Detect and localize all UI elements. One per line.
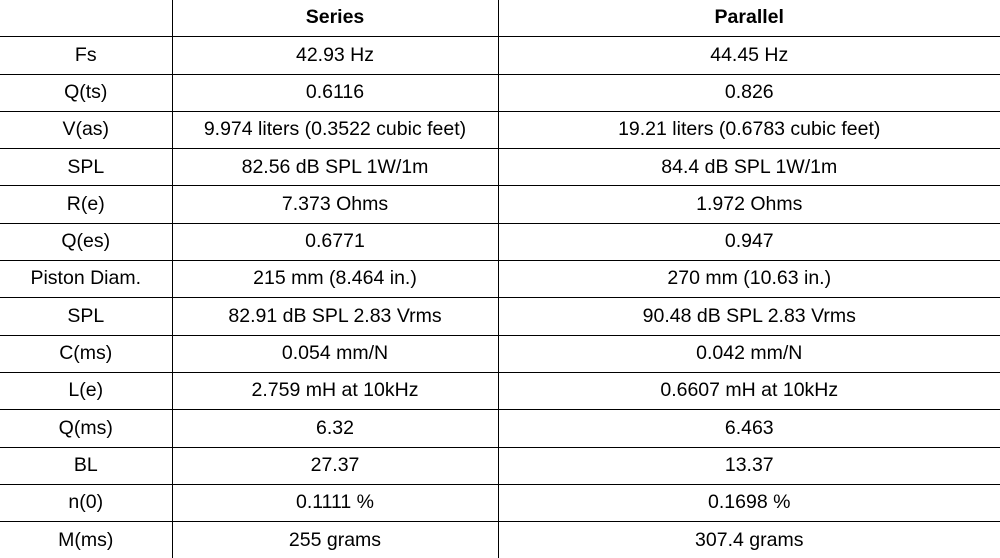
table-row: R(e) 7.373 Ohms 1.972 Ohms <box>0 185 1000 224</box>
parameter-cell: BL <box>0 446 173 485</box>
table-row: SPL 82.91 dB SPL 2.83 Vrms 90.48 dB SPL 2.… <box>0 297 1000 336</box>
parameter-cell: M(ms) <box>0 521 173 558</box>
parallel-value-cell: 90.48 dB SPL 2.83 Vrms <box>497 297 1000 336</box>
table-row: V(as) 9.974 liters (0.3522 cubic feet) 19.… <box>0 110 1000 150</box>
header-cell-series: Series <box>171 0 499 38</box>
parallel-value-cell: 19.21 liters (0.6783 cubic feet) <box>497 110 1000 150</box>
parallel-value-cell: 13.37 <box>497 446 1000 485</box>
parallel-value-cell: 44.45 Hz <box>497 36 1000 75</box>
parallel-value-cell: 0.042 mm/N <box>497 334 1000 373</box>
table-row: Q(es) 0.6771 0.947 <box>0 222 1000 262</box>
parameter-cell: V(as) <box>0 110 173 150</box>
table-row: Fs 42.93 Hz 44.45 Hz <box>0 36 1000 75</box>
series-value-cell: 27.37 <box>171 446 499 485</box>
parameter-cell: L(e) <box>0 371 173 411</box>
series-value-cell: 2.759 mH at 10kHz <box>171 371 499 411</box>
table-row: Q(ts) 0.6116 0.826 <box>0 73 1000 112</box>
table-row: n(0) 0.1111 % 0.1698 % <box>0 483 1000 523</box>
series-value-cell: 0.054 mm/N <box>171 334 499 373</box>
series-value-cell: 42.93 Hz <box>171 36 499 75</box>
series-value-cell: 0.6771 <box>171 222 499 262</box>
table-row: Q(ms) 6.32 6.463 <box>0 409 1000 448</box>
parameter-cell: Q(ms) <box>0 409 173 448</box>
table-row: BL 27.37 13.37 <box>0 446 1000 485</box>
parallel-value-cell: 0.6607 mH at 10kHz <box>497 371 1000 411</box>
parallel-value-cell: 0.947 <box>497 222 1000 262</box>
header-cell-parallel: Parallel <box>497 0 1000 38</box>
parameter-cell: R(e) <box>0 185 173 224</box>
series-value-cell: 82.56 dB SPL 1W/1m <box>171 148 499 187</box>
parameter-cell: n(0) <box>0 483 173 523</box>
parallel-value-cell: 307.4 grams <box>497 521 1000 558</box>
table-body: Fs 42.93 Hz 44.45 Hz Q(ts) 0.6116 0.826 V(as) 9… <box>0 36 1000 558</box>
table-row: C(ms) 0.054 mm/N 0.042 mm/N <box>0 334 1000 373</box>
table-row: SPL 82.56 dB SPL 1W/1m 84.4 dB SPL 1W/1m <box>0 148 1000 187</box>
parameter-cell: Piston Diam. <box>0 260 173 299</box>
parallel-value-cell: 0.1698 % <box>497 483 1000 523</box>
series-value-cell: 0.1111 % <box>171 483 499 523</box>
series-value-cell: 215 mm (8.464 in.) <box>171 260 499 299</box>
series-value-cell: 0.6116 <box>171 73 499 112</box>
parallel-value-cell: 270 mm (10.63 in.) <box>497 260 1000 299</box>
parameter-cell: Fs <box>0 36 173 75</box>
series-value-cell: 255 grams <box>171 521 499 558</box>
table-row: M(ms) 255 grams 307.4 grams <box>0 521 1000 558</box>
parameter-cell: C(ms) <box>0 334 173 373</box>
parameter-cell: Q(es) <box>0 222 173 262</box>
series-value-cell: 7.373 Ohms <box>171 185 499 224</box>
series-value-cell: 82.91 dB SPL 2.83 Vrms <box>171 297 499 336</box>
parallel-value-cell: 0.826 <box>497 73 1000 112</box>
parallel-value-cell: 84.4 dB SPL 1W/1m <box>497 148 1000 187</box>
table-row: L(e) 2.759 mH at 10kHz 0.6607 mH at 10kHz <box>0 371 1000 411</box>
parameter-cell: SPL <box>0 148 173 187</box>
table-row: Piston Diam. 215 mm (8.464 in.) 270 mm (10… <box>0 260 1000 299</box>
parameter-cell: SPL <box>0 297 173 336</box>
series-value-cell: 6.32 <box>171 409 499 448</box>
parallel-value-cell: 6.463 <box>497 409 1000 448</box>
parameter-cell: Q(ts) <box>0 73 173 112</box>
header-cell-parameter <box>0 0 173 38</box>
table-header-row: Series Parallel <box>0 0 1000 38</box>
series-value-cell: 9.974 liters (0.3522 cubic feet) <box>171 110 499 150</box>
parallel-value-cell: 1.972 Ohms <box>497 185 1000 224</box>
